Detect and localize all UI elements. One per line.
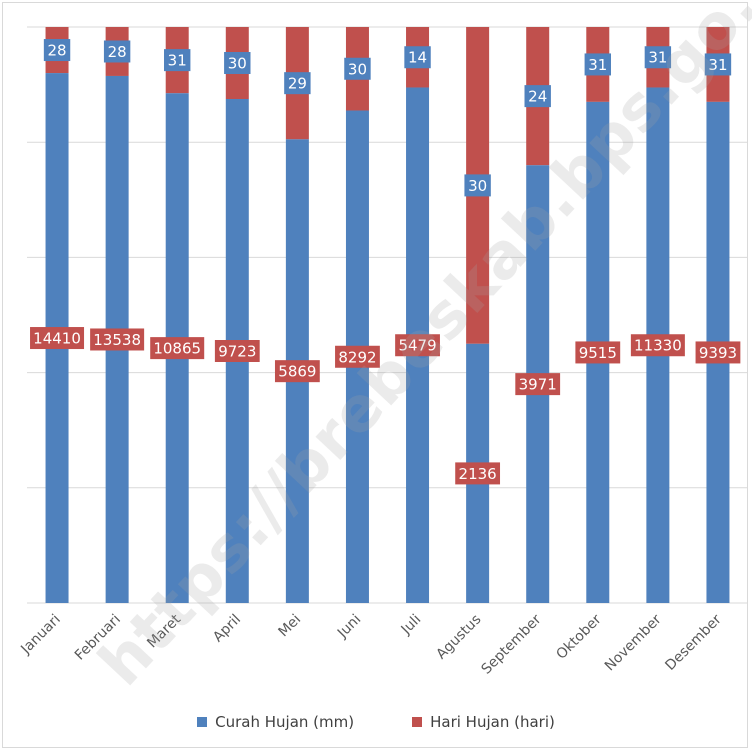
data-label-hari-hujan-text: 30 [468, 177, 487, 195]
data-label-hari-hujan-text: 31 [588, 56, 607, 74]
legend-swatch-curah-hujan [197, 717, 208, 727]
data-labels: 14410 28 13538 28 10865 31 9723 30 5869 29 8292 30 5… [30, 39, 741, 485]
data-label-curah-hujan: 13538 [90, 328, 145, 351]
data-label-hari-hujan-text: 31 [648, 49, 667, 67]
x-tick-label: Februari [72, 612, 124, 664]
data-label-hari-hujan: 30 [224, 52, 251, 74]
data-label-hari-hujan-box [404, 46, 431, 69]
data-label-curah-hujan-text: 5869 [278, 363, 316, 381]
data-label-curah-hujan: 8292 [335, 345, 380, 368]
data-label-hari-hujan-text: 28 [47, 42, 66, 60]
data-label-hari-hujan: 30 [344, 57, 371, 80]
data-label-curah-hujan: 10865 [150, 337, 205, 360]
x-tick-label: Agustus [433, 612, 484, 663]
data-label-curah-hujan-box [695, 341, 741, 364]
data-label-curah-hujan-text: 9515 [579, 344, 617, 362]
data-label-curah-hujan: 2136 [455, 462, 501, 485]
data-label-hari-hujan: 31 [164, 49, 191, 72]
data-label-curah-hujan: 3971 [515, 373, 561, 396]
legend-swatch-hari-hujan [412, 717, 423, 727]
data-label-hari-hujan-box [103, 40, 131, 63]
bars [45, 27, 730, 604]
legend: Curah Hujan (mm) Hari Hujan (hari) [0, 707, 752, 737]
legend-label-curah-hujan: Curah Hujan (mm) [215, 713, 355, 731]
data-label-hari-hujan-box [704, 53, 732, 76]
data-label-curah-hujan-text: 10865 [153, 340, 201, 358]
data-label-hari-hujan-box [584, 53, 611, 76]
data-label-curah-hujan-box [214, 340, 260, 362]
data-label-curah-hujan: 5479 [395, 334, 440, 357]
data-label-hari-hujan: 29 [284, 72, 311, 95]
data-label-hari-hujan: 30 [464, 174, 491, 197]
legend-label-hari-hujan: Hari Hujan (hari) [430, 713, 555, 731]
data-label-hari-hujan-text: 31 [168, 52, 187, 70]
data-label-curah-hujan-text: 5479 [398, 337, 436, 355]
data-label-curah-hujan: 9723 [214, 340, 260, 362]
data-label-curah-hujan: 9393 [695, 341, 741, 364]
data-label-curah-hujan-text: 13538 [93, 331, 141, 349]
legend-item-curah-hujan: Curah Hujan (mm) [197, 713, 354, 731]
data-label-curah-hujan-box [30, 327, 85, 350]
x-tick-label: Januari [17, 612, 63, 658]
x-tick-label: September [478, 611, 544, 677]
data-label-hari-hujan-box [164, 49, 191, 72]
data-label-hari-hujan: 31 [584, 53, 611, 76]
data-label-hari-hujan: 28 [43, 39, 71, 62]
data-label-hari-hujan-text: 28 [108, 43, 127, 61]
data-label-curah-hujan: 5869 [274, 360, 320, 383]
data-label-hari-hujan-box [43, 39, 71, 62]
data-label-hari-hujan-text: 14 [408, 49, 427, 67]
x-tick-label: Juni [334, 612, 364, 642]
data-label-hari-hujan-box [464, 174, 491, 197]
data-label-hari-hujan-text: 29 [288, 75, 307, 93]
x-tick-label: Maret [144, 611, 184, 651]
data-label-curah-hujan: 14410 [30, 327, 85, 350]
data-label-hari-hujan-box [344, 57, 371, 80]
x-tick-label: Desember [662, 611, 725, 674]
legend-item-hari-hujan: Hari Hujan (hari) [412, 713, 555, 731]
data-label-hari-hujan-box [224, 52, 251, 74]
x-tick-label: April [210, 612, 244, 646]
data-label-hari-hujan-text: 24 [528, 88, 547, 106]
data-label-curah-hujan-box [515, 373, 561, 396]
data-label-curah-hujan: 9515 [575, 341, 621, 364]
data-label-curah-hujan-text: 8292 [338, 348, 376, 366]
data-label-hari-hujan-box [524, 85, 551, 108]
data-label-curah-hujan-box [274, 360, 320, 383]
gridlines [27, 26, 748, 604]
data-label-curah-hujan-box [90, 328, 145, 351]
data-label-hari-hujan: 28 [103, 40, 131, 63]
x-tick-label: November [602, 611, 665, 674]
data-label-curah-hujan-text: 9393 [699, 344, 737, 362]
data-label-curah-hujan-text: 3971 [519, 376, 557, 394]
x-tick-label: Oktober [553, 611, 604, 662]
data-label-curah-hujan-text: 11330 [634, 337, 682, 355]
data-label-curah-hujan: 11330 [630, 334, 685, 357]
data-label-hari-hujan-box [284, 72, 311, 95]
data-label-curah-hujan-box [150, 337, 205, 360]
data-label-curah-hujan-text: 9723 [218, 343, 256, 361]
x-tick-label: Juli [398, 612, 425, 639]
data-label-hari-hujan-text: 30 [348, 60, 367, 78]
data-label-hari-hujan: 24 [524, 85, 551, 108]
data-label-curah-hujan-box [575, 341, 621, 364]
x-tick-label: Mei [275, 612, 304, 641]
data-label-hari-hujan: 31 [644, 46, 672, 69]
data-label-hari-hujan: 14 [404, 46, 431, 69]
data-label-hari-hujan: 31 [704, 53, 732, 76]
data-label-curah-hujan-box [395, 334, 440, 357]
data-label-hari-hujan-text: 31 [708, 56, 727, 74]
data-label-curah-hujan-text: 2136 [459, 465, 497, 483]
data-label-curah-hujan-box [455, 462, 501, 485]
data-label-hari-hujan-text: 30 [228, 55, 247, 73]
data-label-curah-hujan-box [335, 345, 380, 368]
data-label-hari-hujan-box [644, 46, 672, 69]
data-label-curah-hujan-text: 14410 [33, 330, 81, 348]
x-axis: Januari Februari Maret April Mei Juni Juli Agus… [17, 611, 725, 677]
data-label-curah-hujan-box [630, 334, 685, 357]
